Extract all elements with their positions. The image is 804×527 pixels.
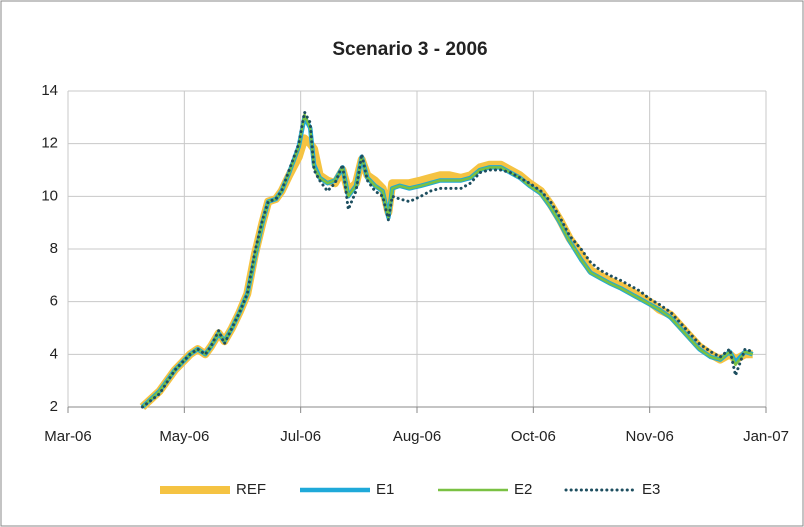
series-line xyxy=(140,110,755,409)
y-tick-label: 10 xyxy=(41,187,58,204)
y-tick-label: 8 xyxy=(50,240,58,257)
x-tick-label: Aug-06 xyxy=(393,428,441,445)
series-line xyxy=(141,113,754,408)
y-tick-label: 4 xyxy=(50,345,58,362)
legend-label: E2 xyxy=(514,481,532,498)
legend-label: E3 xyxy=(642,481,660,498)
x-tick-label: Oct-06 xyxy=(511,428,556,445)
y-tick-label: 12 xyxy=(41,135,58,152)
y-tick-label: 2 xyxy=(50,398,58,415)
x-tick-label: Jan-07 xyxy=(743,428,789,445)
y-tick-label: 6 xyxy=(50,293,58,310)
chart-title: Scenario 3 - 2006 xyxy=(332,39,487,60)
x-tick-label: Jul-06 xyxy=(280,428,321,445)
legend-label: E1 xyxy=(376,481,394,498)
x-tick-label: Mar-06 xyxy=(44,428,92,445)
x-tick-label: May-06 xyxy=(159,428,209,445)
x-tick-label: Nov-06 xyxy=(625,428,673,445)
legend-label: REF xyxy=(236,481,266,498)
y-tick-label: 14 xyxy=(41,82,58,99)
